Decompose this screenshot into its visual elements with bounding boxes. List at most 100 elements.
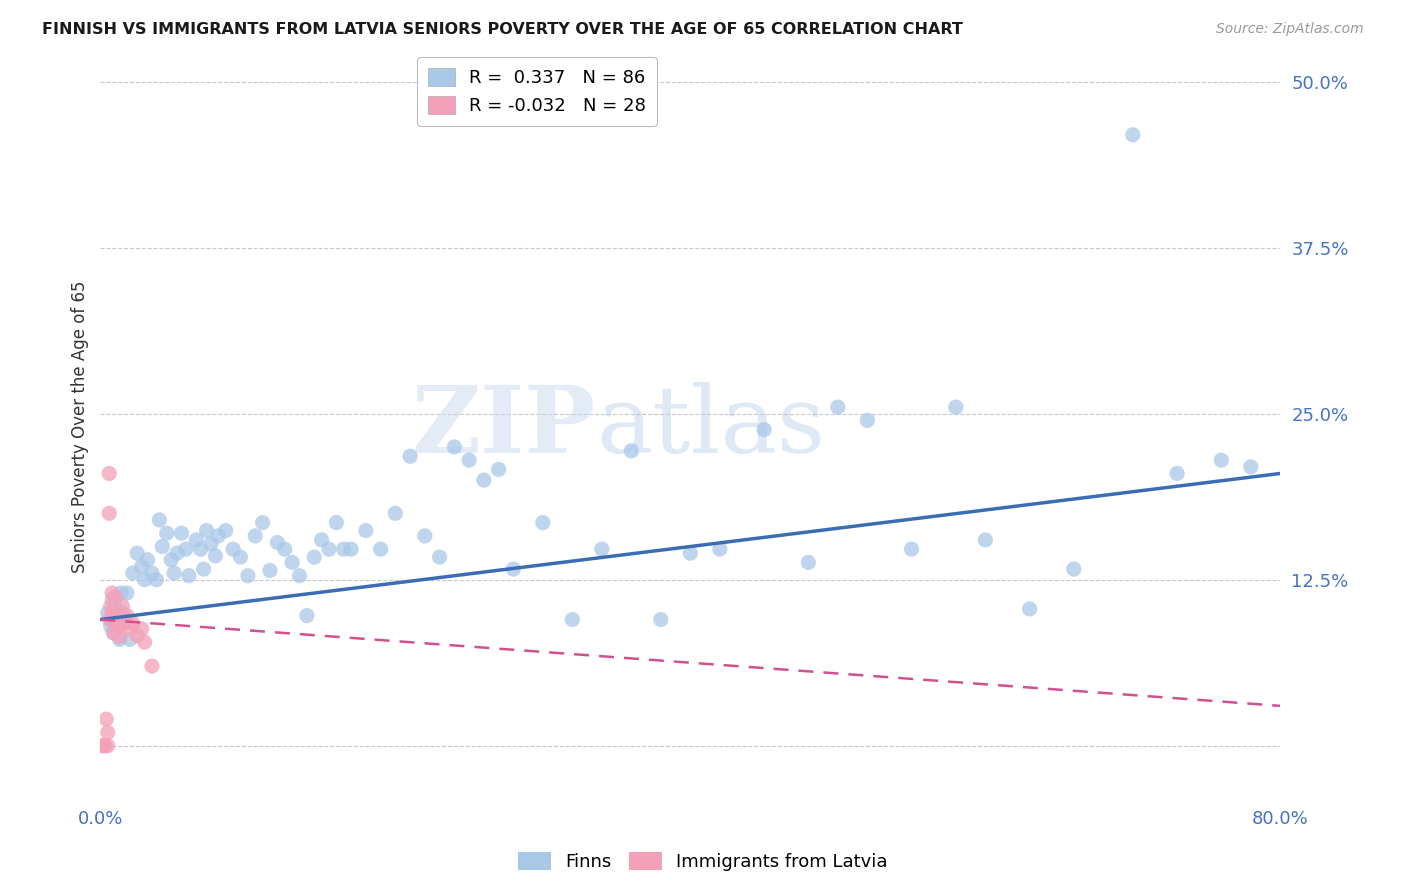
Point <box>108 632 131 647</box>
Point <box>945 400 967 414</box>
Point <box>163 566 186 580</box>
Point <box>110 613 132 627</box>
Point <box>190 542 212 557</box>
Point <box>105 608 128 623</box>
Point <box>709 542 731 557</box>
Point <box>222 542 245 557</box>
Point <box>118 632 141 647</box>
Point <box>127 628 149 642</box>
Point <box>108 630 131 644</box>
Point <box>112 616 135 631</box>
Point <box>1018 602 1040 616</box>
Point <box>148 513 170 527</box>
Point <box>101 586 124 600</box>
Point <box>1122 128 1144 142</box>
Point <box>318 542 340 557</box>
Point <box>134 573 156 587</box>
Point <box>215 524 238 538</box>
Point <box>110 586 132 600</box>
Point <box>370 542 392 557</box>
Point <box>856 413 879 427</box>
Legend: R =  0.337   N = 86, R = -0.032   N = 28: R = 0.337 N = 86, R = -0.032 N = 28 <box>418 57 657 126</box>
Point <box>96 712 118 726</box>
Point <box>332 542 354 557</box>
Point <box>620 443 643 458</box>
Point <box>127 546 149 560</box>
Point <box>121 566 143 580</box>
Point <box>193 562 215 576</box>
Point <box>207 529 229 543</box>
Point <box>488 462 510 476</box>
Point <box>103 613 125 627</box>
Y-axis label: Seniors Poverty Over the Age of 65: Seniors Poverty Over the Age of 65 <box>72 281 89 574</box>
Point <box>131 622 153 636</box>
Point <box>131 559 153 574</box>
Point <box>97 606 120 620</box>
Point <box>101 606 124 620</box>
Point <box>354 524 377 538</box>
Point <box>288 568 311 582</box>
Point <box>900 542 922 557</box>
Legend: Finns, Immigrants from Latvia: Finns, Immigrants from Latvia <box>510 845 896 879</box>
Text: FINNISH VS IMMIGRANTS FROM LATVIA SENIORS POVERTY OVER THE AGE OF 65 CORRELATION: FINNISH VS IMMIGRANTS FROM LATVIA SENIOR… <box>42 22 963 37</box>
Point <box>413 529 436 543</box>
Point <box>104 599 127 614</box>
Point <box>121 616 143 631</box>
Text: atlas: atlas <box>596 382 825 472</box>
Point <box>94 739 117 753</box>
Point <box>98 506 121 520</box>
Point <box>252 516 274 530</box>
Point <box>118 622 141 636</box>
Point <box>229 550 252 565</box>
Point <box>90 739 112 753</box>
Point <box>458 453 481 467</box>
Point <box>170 526 193 541</box>
Point <box>591 542 613 557</box>
Point <box>156 526 179 541</box>
Point <box>150 540 173 554</box>
Point <box>274 542 297 557</box>
Text: ZIP: ZIP <box>412 382 596 472</box>
Point <box>384 506 406 520</box>
Point <box>200 537 222 551</box>
Point <box>100 599 122 614</box>
Point <box>97 739 120 753</box>
Point <box>311 533 333 547</box>
Point <box>259 563 281 577</box>
Point <box>295 608 318 623</box>
Point <box>141 566 163 580</box>
Point <box>177 568 200 582</box>
Point <box>561 613 583 627</box>
Text: Source: ZipAtlas.com: Source: ZipAtlas.com <box>1216 22 1364 37</box>
Point <box>100 613 122 627</box>
Point <box>115 586 138 600</box>
Point <box>204 549 226 563</box>
Point <box>340 542 363 557</box>
Point <box>1240 459 1263 474</box>
Point <box>752 423 775 437</box>
Point <box>325 516 347 530</box>
Point <box>107 619 129 633</box>
Point <box>443 440 465 454</box>
Point <box>1063 562 1085 576</box>
Point <box>112 613 135 627</box>
Point <box>302 550 325 565</box>
Point <box>136 553 159 567</box>
Point <box>115 608 138 623</box>
Point <box>97 725 120 739</box>
Point <box>91 739 114 753</box>
Point <box>679 546 702 560</box>
Point <box>186 533 208 547</box>
Point <box>797 556 820 570</box>
Point <box>100 619 122 633</box>
Point <box>195 524 218 538</box>
Point <box>502 562 524 576</box>
Point <box>166 546 188 560</box>
Point <box>1211 453 1233 467</box>
Point <box>974 533 997 547</box>
Point <box>236 568 259 582</box>
Point <box>266 535 288 549</box>
Point <box>141 659 163 673</box>
Point <box>160 553 183 567</box>
Point <box>145 573 167 587</box>
